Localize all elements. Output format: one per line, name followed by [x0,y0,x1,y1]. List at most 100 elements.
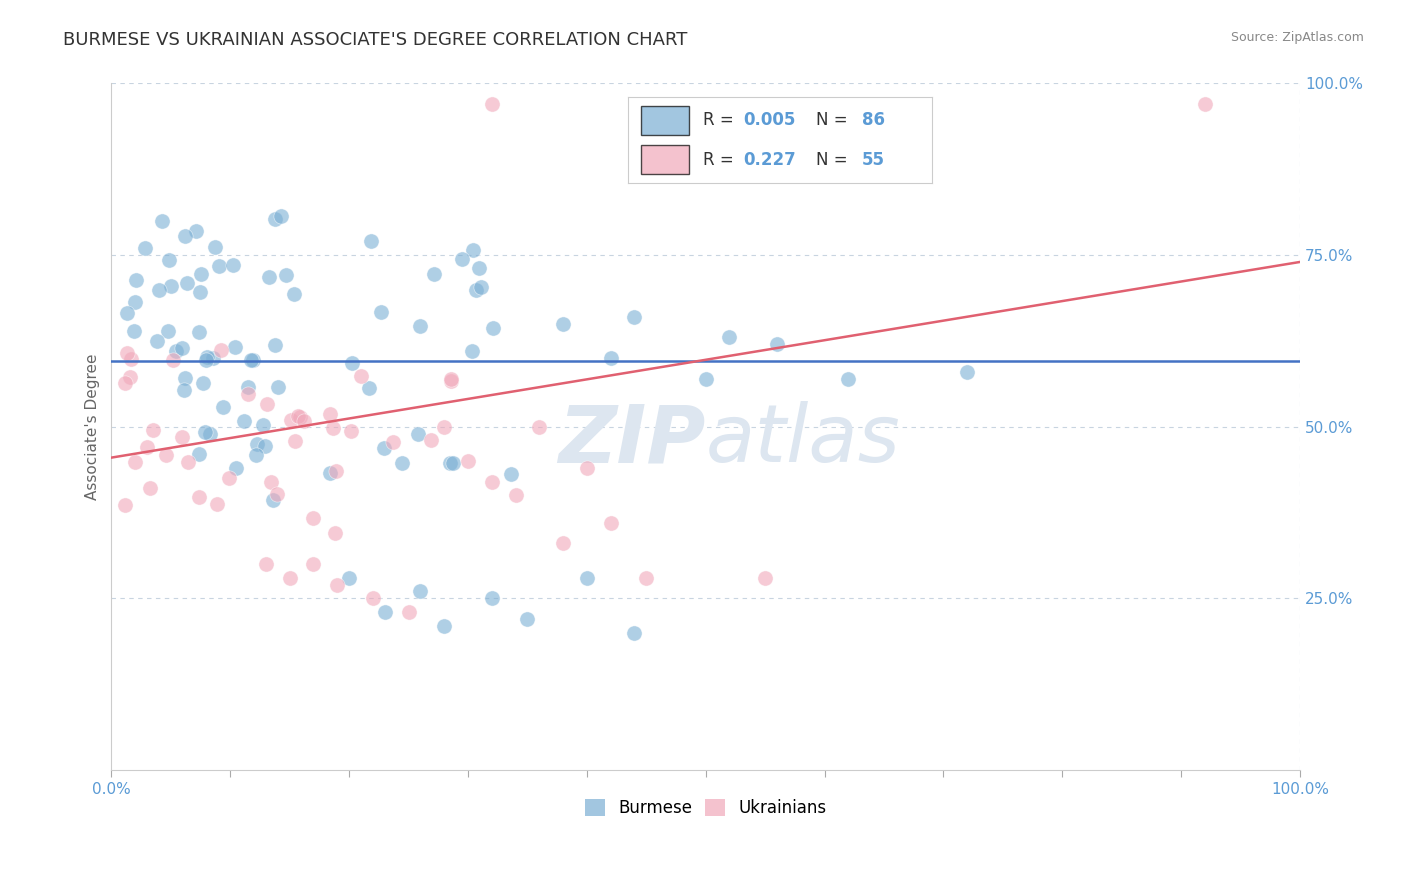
Point [114,498,136,512]
Point [263,337,285,351]
Point [260,475,283,489]
Point [718,330,741,344]
Point [481,475,503,489]
Point [481,591,503,606]
Point [270,209,292,223]
Point [409,319,432,334]
Point [262,492,284,507]
Point [224,340,246,354]
Point [170,341,193,355]
Point [177,455,200,469]
Point [114,376,136,390]
Point [420,433,443,447]
Point [374,605,396,619]
Point [575,571,598,585]
Y-axis label: Associate's Degree: Associate's Degree [86,353,100,500]
Point [470,280,492,294]
Point [766,337,789,351]
Point [194,425,217,440]
Point [190,268,212,282]
Point [516,612,538,626]
Point [188,490,211,504]
Point [322,421,344,435]
Point [441,456,464,470]
Point [302,511,325,525]
Point [124,295,146,310]
Text: Source: ZipAtlas.com: Source: ZipAtlas.com [1230,31,1364,45]
Point [350,369,373,384]
Point [280,412,302,426]
Point [165,343,187,358]
Point [337,571,360,585]
Point [623,310,645,324]
Point [200,426,222,441]
Point [174,229,197,244]
Point [156,325,179,339]
Point [118,369,141,384]
Point [240,352,263,367]
Point [174,371,197,385]
Point [187,325,209,339]
Point [325,464,347,478]
Point [245,448,267,462]
Point [232,414,254,428]
Point [754,571,776,585]
Point [481,97,503,112]
Point [439,374,461,388]
Point [837,372,859,386]
Point [155,448,177,462]
Point [188,285,211,299]
Point [406,426,429,441]
Point [278,571,301,585]
Point [254,557,277,571]
Point [440,372,463,386]
Point [499,467,522,481]
Point [148,283,170,297]
Point [221,258,243,272]
Point [695,372,717,386]
Point [142,424,165,438]
Point [134,241,156,255]
Text: ZIP: ZIP [558,401,706,480]
Point [284,434,307,449]
Point [461,344,484,359]
Point [257,269,280,284]
Point [263,211,285,226]
Point [461,244,484,258]
Point [302,557,325,571]
Point [146,334,169,348]
Point [157,253,180,268]
Point [360,235,382,249]
Point [292,414,315,428]
Point [551,317,574,331]
Point [319,408,342,422]
Point [160,279,183,293]
Point [439,456,461,470]
Point [117,306,139,320]
Point [195,350,218,364]
Point [623,625,645,640]
Point [290,410,312,425]
Point [267,380,290,394]
Point [191,376,214,391]
Point [636,571,658,585]
Point [357,381,380,395]
Point [246,437,269,451]
Point [339,424,361,438]
Point [172,430,194,444]
Point [423,267,446,281]
Point [467,261,489,276]
Point [373,441,395,455]
Point [256,397,278,411]
Point [136,440,159,454]
Point [551,536,574,550]
Point [120,352,142,367]
Point [238,380,260,394]
Point [187,447,209,461]
Point [340,356,363,370]
Point [207,259,229,273]
Point [225,460,247,475]
Point [117,346,139,360]
Text: BURMESE VS UKRAINIAN ASSOCIATE'S DEGREE CORRELATION CHART: BURMESE VS UKRAINIAN ASSOCIATE'S DEGREE … [63,31,688,49]
Point [287,409,309,423]
